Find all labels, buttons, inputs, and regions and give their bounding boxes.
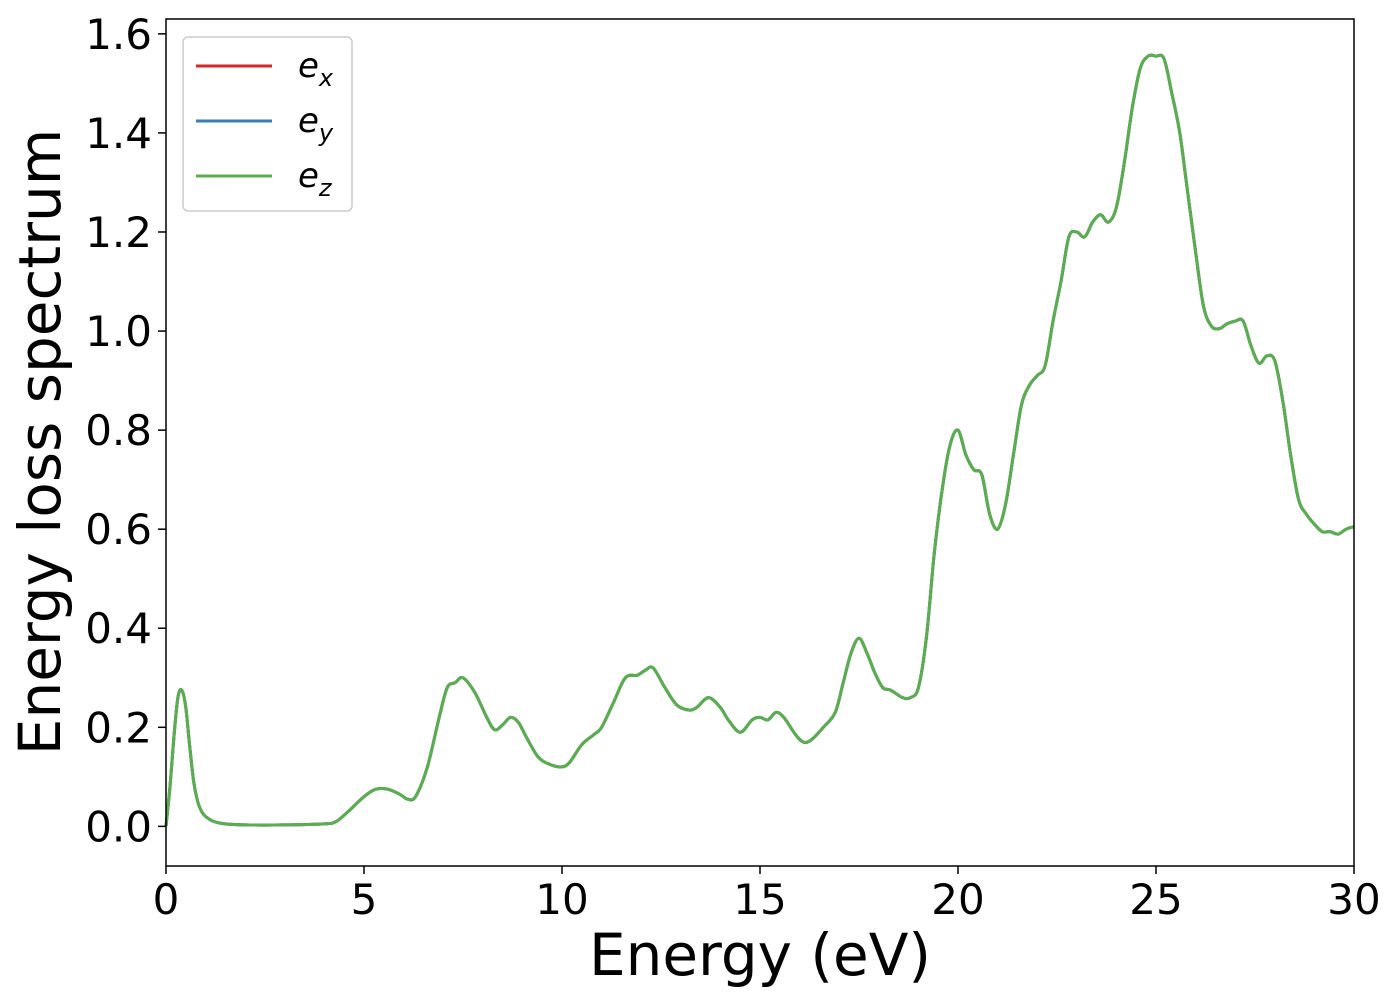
x-tick-label-10: 10: [535, 875, 588, 924]
y-tick-label-7: 1.4: [85, 109, 152, 158]
y-tick-label-4: 0.8: [85, 406, 152, 455]
y-axis-ticks: 0.0 0.2 0.4 0.6 0.8 1.0 1.2 1.4 1.6: [85, 10, 166, 851]
y-tick-label-5: 1.0: [85, 307, 152, 356]
y-tick-label-1: 0.2: [85, 703, 152, 752]
x-tick-label-15: 15: [733, 875, 786, 924]
y-tick-label-2: 0.4: [85, 604, 152, 653]
legend-box: [182, 36, 353, 212]
x-tick-label-20: 20: [931, 875, 984, 924]
series-curves: [164, 53, 1355, 827]
y-tick-label-3: 0.6: [85, 505, 152, 554]
x-tick-label-30: 30: [1327, 875, 1380, 924]
series-line-e-z: [164, 53, 1355, 827]
x-tick-label-0: 0: [153, 875, 180, 924]
y-tick-label-8: 1.6: [85, 10, 152, 59]
y-axis-label: Energy loss spectrum: [6, 129, 74, 755]
x-tick-label-5: 5: [351, 875, 378, 924]
x-axis-ticks: 0 5 10 15 20 25 30: [153, 866, 1381, 924]
x-axis-label: Energy (eV): [589, 921, 931, 989]
y-tick-label-0: 0.0: [85, 802, 152, 851]
y-tick-label-6: 1.2: [85, 208, 152, 257]
x-tick-label-25: 25: [1129, 875, 1182, 924]
